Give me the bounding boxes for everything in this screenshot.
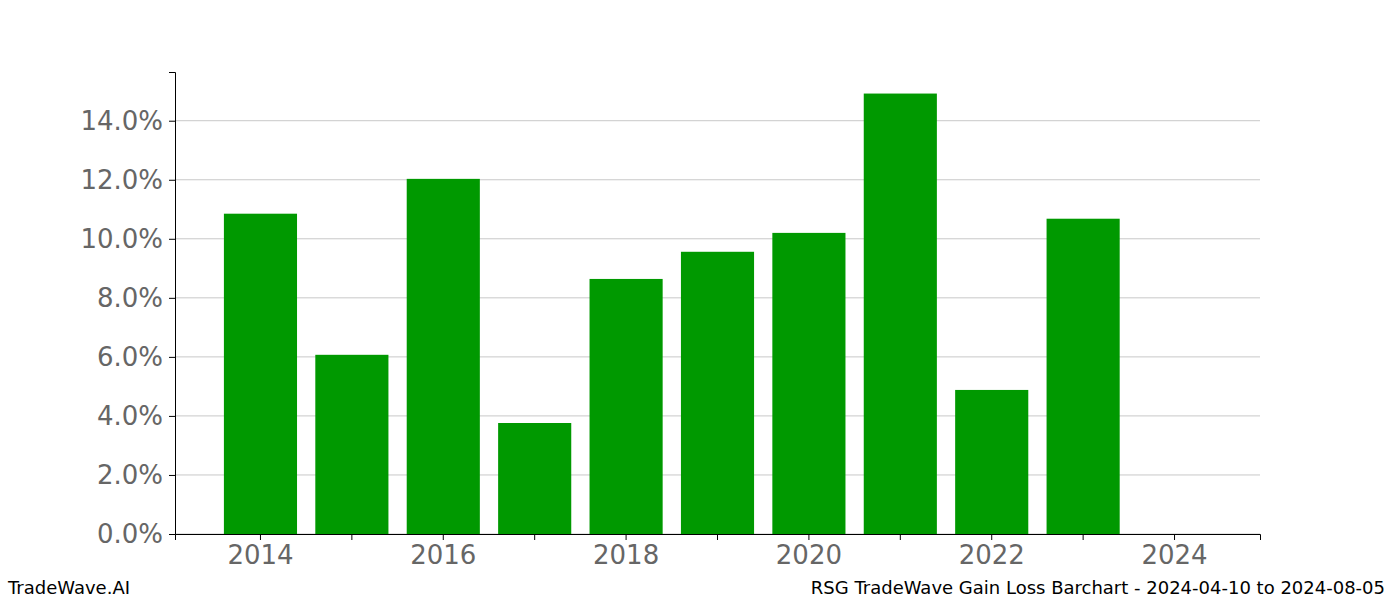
bar: [955, 390, 1028, 534]
x-tick-mark: [808, 534, 809, 540]
x-tick: 2018: [593, 534, 659, 570]
y-tick: 6.0%: [97, 342, 175, 372]
bar: [315, 355, 388, 534]
x-tick-mark: [991, 534, 992, 540]
y-tick-label: 4.0%: [97, 401, 163, 431]
y-tick-mark: [169, 298, 175, 299]
title: RSG TradeWave Gain Loss Barchart - 2024-…: [811, 577, 1385, 598]
bars: [224, 94, 1120, 534]
x-tick-label: 2024: [1141, 540, 1207, 570]
y-tick: 8.0%: [97, 283, 175, 313]
bar: [681, 252, 754, 534]
y-tick-label: 2.0%: [97, 460, 163, 490]
x-tick: [1083, 534, 1084, 540]
y-tick-label: 14.0%: [80, 106, 163, 136]
bar: [224, 214, 297, 534]
bar: [590, 279, 663, 534]
x-tick: [534, 534, 535, 540]
y-tick: 0.0%: [97, 519, 175, 549]
x-tick-mark: [900, 534, 901, 540]
y-tick: 2.0%: [97, 460, 175, 490]
x-tick-label: 2014: [227, 540, 293, 570]
x-tick-mark: [626, 534, 627, 540]
x-axis: 2014 2016 2018 2020 2022 2024: [176, 534, 1261, 570]
y-tick-mark: [169, 416, 175, 417]
y-tick-mark: [169, 475, 175, 476]
y-tick-mark: [169, 121, 175, 122]
x-tick-mark: [351, 534, 352, 540]
x-tick-mark: [1083, 534, 1084, 540]
y-tick: 14.0%: [80, 106, 175, 136]
x-tick: 2014: [227, 534, 293, 570]
bar: [407, 179, 480, 534]
x-tick: 2016: [410, 534, 476, 570]
x-tick-mark: [534, 534, 535, 540]
y-tick-mark: [169, 357, 175, 358]
y-tick-label: 10.0%: [80, 224, 163, 254]
grid-line: [175, 120, 1260, 121]
y-tick: 10.0%: [80, 224, 175, 254]
chart: 0.0%2.0%4.0%6.0%8.0%10.0%12.0%14.0%20142…: [0, 0, 1400, 600]
y-tick-label: 8.0%: [97, 283, 163, 313]
x-tick-mark: [717, 534, 718, 540]
x-tick-label: 2020: [776, 540, 842, 570]
y-tick-label: 0.0%: [97, 519, 163, 549]
bar: [498, 423, 571, 534]
bar: [864, 94, 937, 534]
x-tick: 2020: [776, 534, 842, 570]
x-axis-line: [176, 535, 1261, 541]
x-tick-mark: [260, 534, 261, 540]
x-tick: [351, 534, 352, 540]
x-tick-mark: [1174, 534, 1175, 540]
x-tick: [717, 534, 718, 540]
y-tick-label: 12.0%: [80, 165, 163, 195]
grid: [175, 121, 1260, 534]
x-tick-label: 2016: [410, 540, 476, 570]
x-tick-mark: [443, 534, 444, 540]
y-tick-label: 6.0%: [97, 342, 163, 372]
x-tick-label: 2018: [593, 540, 659, 570]
x-tick: 2024: [1141, 534, 1207, 570]
y-tick: 12.0%: [80, 165, 175, 195]
x-tick-label: 2022: [959, 540, 1025, 570]
y-tick: 4.0%: [97, 401, 175, 431]
y-tick-mark: [169, 534, 175, 535]
x-tick: 2022: [959, 534, 1025, 570]
bar: [772, 233, 845, 534]
y-axis: 0.0% 2.0% 4.0% 6.0% 8.0% 10.0% 12.0% 14.0%: [80, 73, 175, 549]
grid-line: [175, 179, 1260, 180]
y-axis-line: [169, 73, 176, 535]
y-tick-mark: [169, 180, 175, 181]
bar: [1047, 219, 1120, 534]
footer-left: TradeWave.AI: [7, 577, 130, 598]
x-tick: [900, 534, 901, 540]
y-tick-mark: [169, 239, 175, 240]
